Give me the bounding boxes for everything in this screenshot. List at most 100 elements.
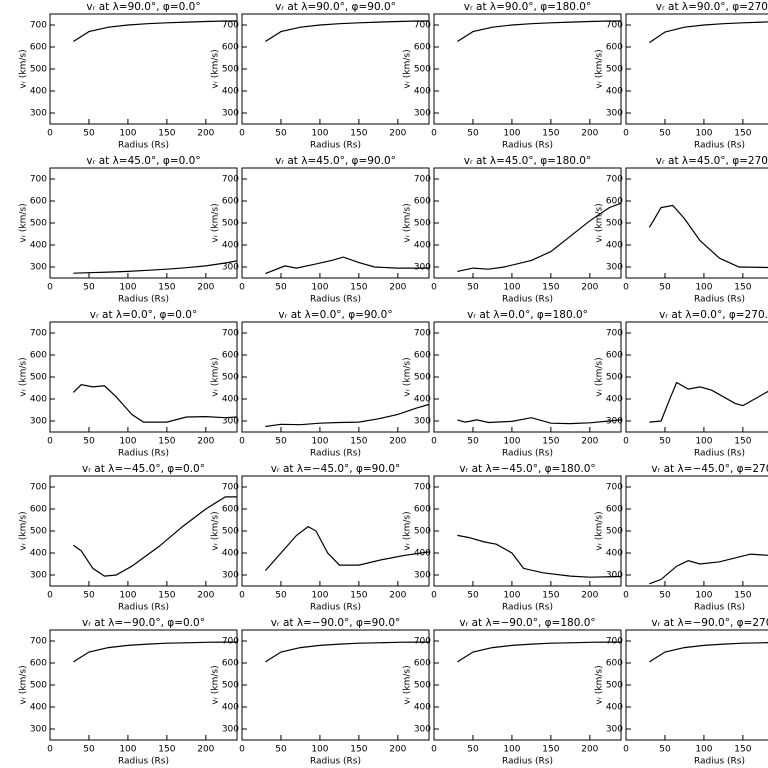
x-tick-label: 150: [734, 129, 751, 139]
x-tick-label: 0: [47, 437, 53, 447]
x-axis-label: Radius (Rs): [118, 757, 169, 767]
y-axis-label: vᵣ (km/s): [595, 203, 605, 242]
x-tick-label: 150: [734, 591, 751, 601]
y-axis-label: vᵣ (km/s): [19, 203, 29, 242]
data-line: [649, 642, 768, 663]
x-tick-label: 100: [695, 437, 712, 447]
y-tick-label: 400: [414, 395, 431, 405]
x-tick-label: 50: [467, 437, 479, 447]
x-axis-label: Radius (Rs): [502, 449, 553, 459]
x-tick-label: 150: [158, 591, 175, 601]
y-tick-label: 300: [30, 109, 47, 119]
x-tick-label: 100: [119, 283, 136, 293]
chart-title: vᵣ at λ=−90.0°, φ=0.0°: [82, 617, 205, 629]
y-tick-label: 400: [222, 395, 239, 405]
y-tick-label: 400: [606, 241, 623, 251]
plot-frame: [241, 629, 430, 741]
y-tick-label: 300: [606, 417, 623, 427]
x-tick-label: 100: [503, 283, 520, 293]
y-tick-label: 600: [414, 659, 431, 669]
y-tick-label: 500: [606, 527, 623, 537]
y-axis-label: vᵣ (km/s): [19, 357, 29, 396]
x-tick-label: 50: [467, 283, 479, 293]
plot-frame: [625, 13, 768, 125]
x-axis-label: Radius (Rs): [310, 603, 361, 613]
x-tick-label: 100: [119, 129, 136, 139]
x-axis-label: Radius (Rs): [118, 449, 169, 459]
x-tick-label: 50: [83, 591, 95, 601]
y-axis-label: vᵣ (km/s): [403, 511, 413, 550]
y-tick-label: 600: [414, 197, 431, 207]
chart-title: vᵣ at λ=0.0°, φ=270.0°: [659, 309, 768, 321]
chart-title: vᵣ at λ=−45.0°, φ=270.0°: [651, 463, 768, 475]
x-axis-label: Radius (Rs): [502, 603, 553, 613]
y-tick-label: 600: [30, 43, 47, 53]
y-axis-label: vᵣ (km/s): [19, 511, 29, 550]
chart-title: vᵣ at λ=45.0°, φ=270.0°: [656, 155, 768, 167]
data-line: [73, 641, 237, 663]
chart-title: vᵣ at λ=90.0°, φ=180.0°: [464, 1, 592, 13]
chart-title: vᵣ at λ=−90.0°, φ=90.0°: [271, 617, 401, 629]
x-tick-label: 150: [542, 745, 559, 755]
x-tick-label: 150: [734, 437, 751, 447]
data-line: [457, 20, 621, 43]
y-tick-label: 500: [414, 681, 431, 691]
y-tick-label: 700: [414, 483, 431, 493]
y-tick-label: 300: [222, 725, 239, 735]
x-tick-label: 50: [659, 591, 671, 601]
y-tick-label: 300: [30, 417, 47, 427]
x-tick-label: 0: [47, 591, 53, 601]
x-tick-label: 100: [503, 591, 520, 601]
chart-title: vᵣ at λ=0.0°, φ=0.0°: [90, 309, 197, 321]
x-tick-label: 100: [695, 591, 712, 601]
y-tick-label: 600: [606, 505, 623, 515]
y-tick-label: 400: [414, 703, 431, 713]
data-line: [457, 202, 622, 272]
chart-title: vᵣ at λ=45.0°, φ=0.0°: [86, 155, 200, 167]
data-line: [648, 204, 768, 269]
y-tick-label: 600: [606, 43, 623, 53]
y-tick-label: 700: [222, 483, 239, 493]
y-tick-label: 700: [414, 175, 431, 185]
x-tick-label: 0: [431, 283, 437, 293]
data-line: [649, 553, 768, 585]
y-tick-label: 300: [222, 109, 239, 119]
y-tick-label: 400: [222, 241, 239, 251]
x-tick-label: 50: [275, 129, 287, 139]
x-tick-label: 100: [119, 437, 136, 447]
y-axis-label: vᵣ (km/s): [19, 665, 29, 704]
chart-title: vᵣ at λ=90.0°, φ=0.0°: [86, 1, 200, 13]
y-tick-label: 400: [606, 549, 623, 559]
x-axis-label: Radius (Rs): [310, 449, 361, 459]
x-tick-label: 50: [659, 437, 671, 447]
y-tick-label: 300: [606, 571, 623, 581]
y-axis-label: vᵣ (km/s): [595, 665, 605, 704]
y-tick-label: 300: [606, 725, 623, 735]
plot-frame: [241, 167, 430, 279]
data-line: [457, 417, 622, 425]
x-tick-label: 200: [581, 591, 598, 601]
y-tick-label: 400: [606, 87, 623, 97]
y-tick-label: 500: [222, 527, 239, 537]
x-tick-label: 0: [239, 591, 245, 601]
x-tick-label: 150: [350, 745, 367, 755]
x-axis-label: Radius (Rs): [502, 295, 553, 305]
chart-title: vᵣ at λ=−45.0°, φ=180.0°: [459, 463, 595, 475]
y-tick-label: 600: [30, 351, 47, 361]
y-tick-label: 600: [30, 659, 47, 669]
x-tick-label: 50: [83, 437, 95, 447]
plot-frame: [625, 321, 768, 433]
x-tick-label: 0: [431, 591, 437, 601]
y-tick-label: 700: [606, 637, 623, 647]
x-tick-label: 200: [581, 129, 598, 139]
y-tick-label: 500: [414, 219, 431, 229]
x-tick-label: 50: [275, 745, 287, 755]
y-tick-label: 500: [606, 219, 623, 229]
y-tick-label: 700: [30, 21, 47, 31]
y-axis-label: vᵣ (km/s): [403, 357, 413, 396]
x-tick-label: 50: [275, 283, 287, 293]
y-tick-label: 400: [30, 703, 47, 713]
x-tick-label: 150: [734, 745, 751, 755]
x-tick-label: 0: [623, 745, 629, 755]
